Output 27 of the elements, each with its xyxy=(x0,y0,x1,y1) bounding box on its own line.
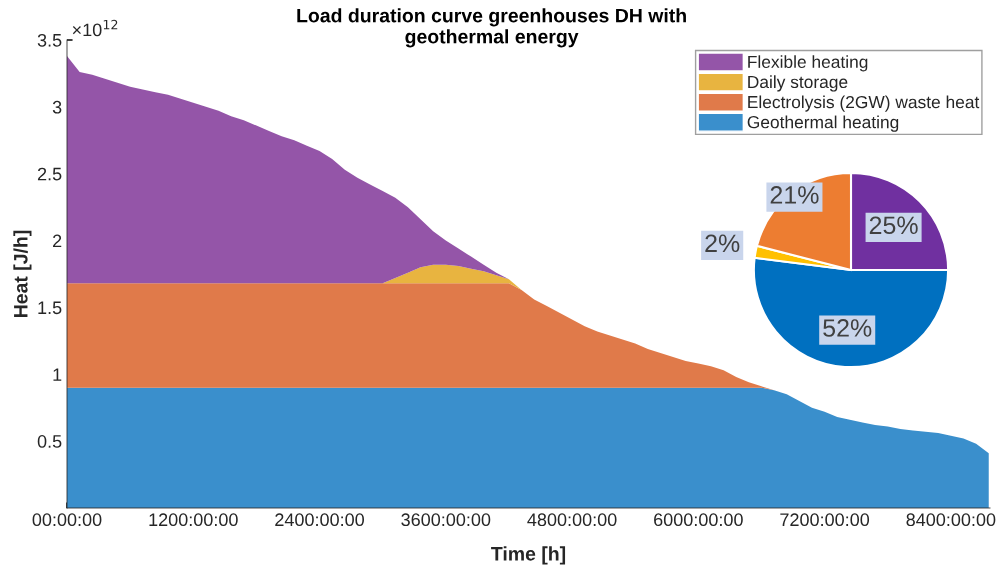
x-tick-label: 3600:00:00 xyxy=(401,513,491,527)
x-axis-title: Time [h] xyxy=(491,546,566,565)
data-label: 52% xyxy=(823,319,872,337)
legend-label: Flexible heating xyxy=(748,55,868,72)
y-tick-label: 1.5 xyxy=(38,301,62,315)
x-tick-label: 4800:00:00 xyxy=(527,513,617,527)
y-axis-title: Heat [J/h] xyxy=(13,230,32,317)
x-tick-label: 6000:00:00 xyxy=(654,513,743,527)
y-tick-label: 2.5 xyxy=(37,167,62,181)
text: ×10$^{12}$ xyxy=(72,19,118,37)
y-tick-label: 3.5 xyxy=(37,33,62,47)
x-tick-label: 00:00:00 xyxy=(32,513,102,527)
legend-label: Electrolysis (2GW) waste heat xyxy=(748,95,980,112)
x-tick-label: 2400:00:00 xyxy=(275,513,365,527)
legend-label: Daily storage xyxy=(748,75,848,92)
data-label: 25% xyxy=(869,216,918,235)
data-label: 2% xyxy=(705,234,740,253)
y-tick-label: 0.5 xyxy=(37,435,62,448)
chart-title: Load duration curve greenhouses DH with geothermal energy xyxy=(297,8,686,48)
legend-label: Geothermal heating xyxy=(747,115,899,132)
x-tick-label: 8400:00:00 xyxy=(906,513,996,527)
x-tick-label: 1200:00:00 xyxy=(149,513,238,527)
y-tick-label: 3 xyxy=(52,100,62,114)
y-tick-label: 1 xyxy=(53,368,62,381)
x-tick-label: 7200:00:00 xyxy=(780,513,870,527)
y-tick-label: 2 xyxy=(53,234,62,248)
data-label: 21% xyxy=(770,186,819,204)
